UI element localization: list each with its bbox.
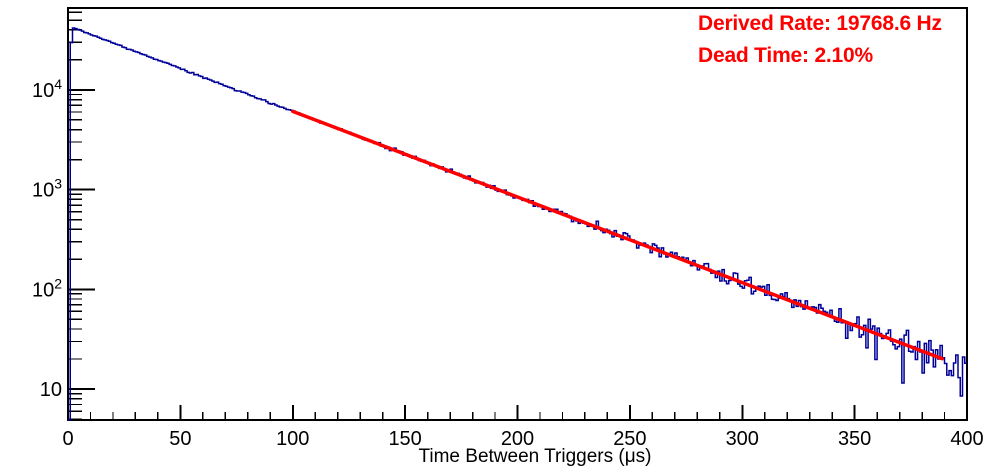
x-tick-label: 50 — [169, 428, 191, 450]
y-tick-label: 103 — [32, 176, 62, 202]
x-tick-label: 150 — [388, 428, 421, 450]
histogram-line — [68, 27, 967, 421]
y-tick-label: 102 — [32, 275, 62, 301]
x-tick-label: 200 — [501, 428, 534, 450]
x-tick-label: 350 — [838, 428, 871, 450]
derived-rate-label: Derived Rate: 19768.6 Hz — [698, 12, 942, 35]
x-axis-title: Time Between Triggers (μs) — [418, 446, 652, 467]
y-tick-label: 104 — [32, 76, 62, 102]
fit-line — [291, 109, 945, 361]
x-tick-label: 100 — [276, 428, 309, 450]
x-tick-label: 0 — [62, 428, 73, 450]
plot-frame — [67, 7, 968, 421]
x-tick-label: 400 — [950, 428, 983, 450]
x-tick-label: 250 — [613, 428, 646, 450]
x-tick-label: 300 — [726, 428, 759, 450]
x-axis: 0 50 100 150 200 250 300 350 400 — [62, 405, 984, 450]
dead-time-label: Dead Time: 2.10% — [698, 44, 873, 67]
y-axis: 10 102 103 104 — [32, 11, 95, 420]
y-tick-label: 10 — [40, 379, 62, 401]
